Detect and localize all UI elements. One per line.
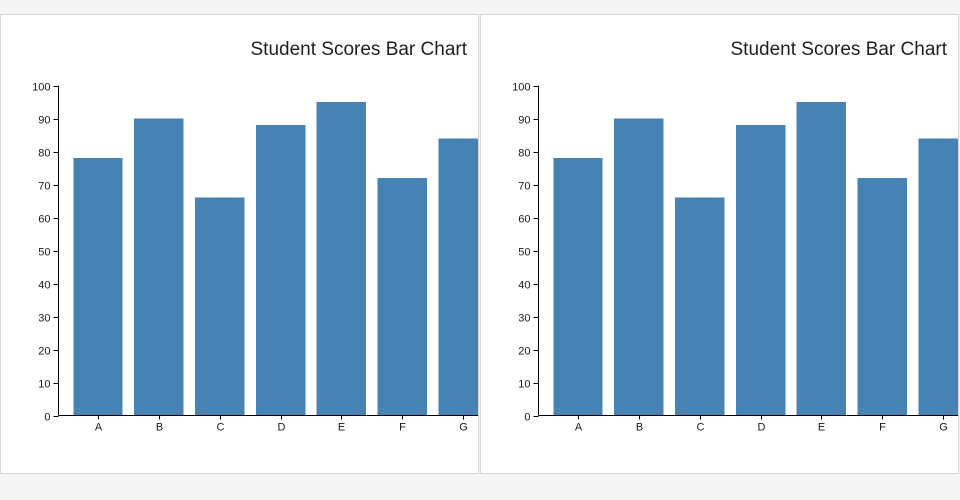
bar-E <box>796 102 847 416</box>
y-tick-label: 90 <box>518 115 530 127</box>
x-tick-label: B <box>636 422 643 434</box>
bar-C <box>195 197 245 416</box>
y-tick-label: 100 <box>512 82 530 94</box>
y-tick-label: 50 <box>518 247 530 259</box>
chart-card-right: Student Scores Bar Chart 0 10 20 30 40 50 60 70… <box>480 14 959 474</box>
y-tick-label: 100 <box>32 82 50 94</box>
chart-title: Student Scores Bar Chart <box>251 39 468 60</box>
plot-area: 0 10 20 30 40 50 60 70 80 90 100 A B C D E F G <box>32 82 478 434</box>
x-tick-label: A <box>575 422 583 434</box>
x-tick-label: F <box>879 422 886 434</box>
x-tick-label: G <box>459 422 468 434</box>
y-tick-label: 20 <box>38 346 50 358</box>
y-tick-label: 40 <box>38 280 50 292</box>
bar-D <box>255 125 306 416</box>
bar-E <box>316 102 367 416</box>
y-tick-label: 70 <box>38 181 50 193</box>
x-tick-label: C <box>217 422 225 434</box>
bar-G <box>918 138 958 416</box>
y-tick-label: 30 <box>518 313 530 325</box>
bar-A <box>73 158 123 416</box>
x-tick-label: D <box>758 422 766 434</box>
y-tick-label: 80 <box>518 148 530 160</box>
bar-B <box>614 118 664 416</box>
x-tick-label: A <box>95 422 103 434</box>
x-tick-label: D <box>278 422 286 434</box>
bar-C <box>675 197 725 416</box>
bar-G <box>438 138 478 416</box>
x-tick-label: B <box>156 422 163 434</box>
y-tick-label: 40 <box>518 280 530 292</box>
student-scores-bar-chart-left: Student Scores Bar Chart 0 10 20 30 40 50 60 70… <box>32 39 478 434</box>
y-tick-label: 50 <box>38 247 50 259</box>
bar-D <box>735 125 786 416</box>
x-tick-label: F <box>399 422 406 434</box>
y-tick-label: 20 <box>518 346 530 358</box>
y-tick-label: 60 <box>38 214 50 226</box>
y-tick-label: 60 <box>518 214 530 226</box>
y-tick-label: 70 <box>518 181 530 193</box>
y-tick-label: 0 <box>44 412 50 424</box>
x-tick-label: G <box>939 422 948 434</box>
y-tick-label: 80 <box>38 148 50 160</box>
chart-card-left: Student Scores Bar Chart 0 10 20 30 40 50 60 70… <box>0 14 479 474</box>
x-tick-label: E <box>338 422 345 434</box>
student-scores-bar-chart-right: Student Scores Bar Chart 0 10 20 30 40 50 60 70… <box>512 39 958 434</box>
bar-A <box>553 158 603 416</box>
y-tick-label: 0 <box>524 412 530 424</box>
y-tick-label: 90 <box>38 115 50 127</box>
x-tick-label: C <box>697 422 705 434</box>
bar-F <box>857 177 907 416</box>
y-tick-label: 10 <box>518 379 530 391</box>
plot-area: 0 10 20 30 40 50 60 70 80 90 100 A B C D E F G <box>512 82 958 434</box>
y-tick-label: 30 <box>38 313 50 325</box>
chart-title: Student Scores Bar Chart <box>731 39 948 60</box>
y-tick-label: 10 <box>38 379 50 391</box>
bar-B <box>134 118 184 416</box>
bar-F <box>377 177 427 416</box>
x-tick-label: E <box>818 422 825 434</box>
